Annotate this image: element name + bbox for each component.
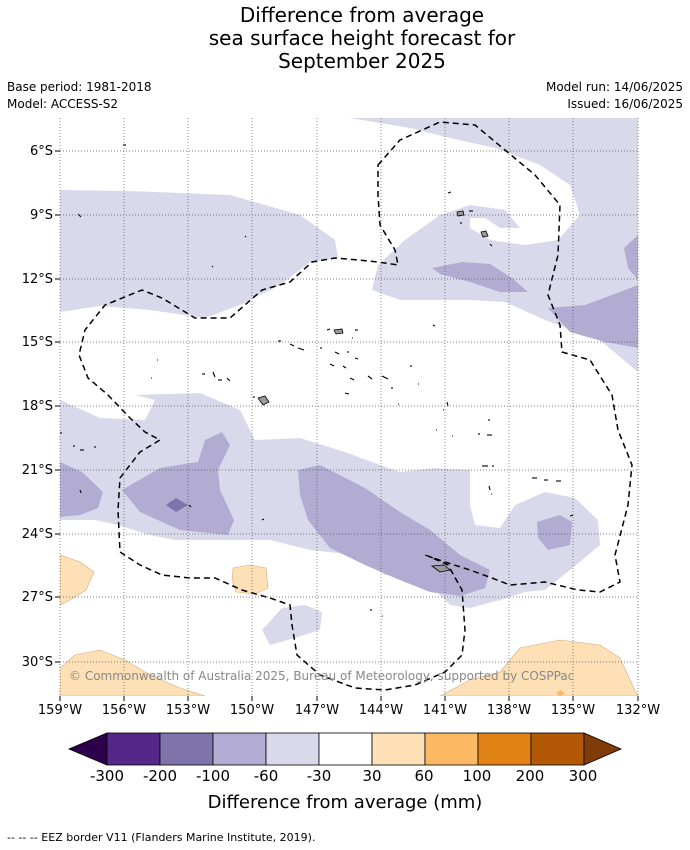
colorbar-segment: [371, 732, 426, 766]
colorbar-tick-label: 300: [568, 767, 598, 785]
title-line-3: September 2025: [278, 49, 446, 73]
lon-label-147w: 147°W: [294, 703, 340, 718]
map-gridlines: [59, 118, 639, 696]
lat-label-27s: 27°S: [21, 590, 53, 605]
title-line-1: Difference from average: [239, 3, 485, 27]
colorbar-title: Difference from average (mm): [207, 792, 483, 813]
lat-label-6s: 6°S: [29, 144, 53, 159]
colorbar-segment: [159, 732, 214, 766]
lat-label-18s: 18°S: [21, 399, 53, 414]
lon-label-132w: 132°W: [615, 703, 661, 718]
colorbar-extend-high: [583, 732, 623, 766]
lon-label-138w: 138°W: [486, 703, 532, 718]
colorbar: [67, 732, 623, 766]
colorbar-segment: [106, 732, 161, 766]
anomaly-band-minus100-minus60: [60, 235, 638, 596]
title-line-2: sea surface height forecast for: [208, 26, 516, 50]
colorbar-segment: [477, 732, 532, 766]
lon-label-153w: 153°W: [165, 703, 211, 718]
lat-label-21s: 21°S: [21, 463, 53, 478]
lon-label-150w: 150°W: [229, 703, 275, 718]
island-marks: [60, 144, 574, 617]
colorbar-tick-label: -30: [306, 767, 332, 785]
anomaly-band-plus60-plus100: [556, 690, 565, 696]
colorbar-segment: [318, 732, 373, 766]
eez-footnote: -- -- -- EEZ border V11 (Flanders Marine…: [7, 831, 316, 844]
lat-label-15s: 15°S: [21, 335, 53, 350]
model-run: Model run: 14/06/2025: [545, 80, 683, 94]
colorbar-tick-label: -200: [142, 767, 178, 785]
copyright-credit: © Commonwealth of Australia 2025, Bureau…: [69, 669, 575, 683]
lat-label-12s: 12°S: [21, 272, 53, 287]
colorbar-tick-label: 60: [414, 767, 434, 785]
colorbar-segment: [265, 732, 320, 766]
lon-label-159w: 159°W: [37, 703, 83, 718]
colorbar-tick-label: -100: [195, 767, 231, 785]
axis-ticks: [55, 150, 639, 701]
colorbar-segment: [424, 732, 479, 766]
colorbar-segment: [212, 732, 267, 766]
lat-label-30s: 30°S: [21, 655, 53, 670]
lon-label-144w: 144°W: [358, 703, 404, 718]
islands: [257, 210, 489, 573]
anomaly-band-plus30-plus60: [60, 554, 638, 696]
issued-date: Issued: 16/06/2025: [567, 97, 683, 111]
chart-title: Difference from average sea surface heig…: [0, 4, 690, 73]
colorbar-tick-label: 200: [515, 767, 545, 785]
eez-border: [78, 121, 633, 691]
meta-right: Model run: 14/06/2025 Issued: 16/06/2025: [546, 79, 683, 113]
lon-label-135w: 135°W: [550, 703, 596, 718]
lon-label-156w: 156°W: [101, 703, 147, 718]
colorbar-tick-label: -60: [253, 767, 279, 785]
colorbar-tick-label: 30: [362, 767, 382, 785]
base-period: Base period: 1981-2018: [7, 80, 152, 94]
colorbar-tick-label: -300: [89, 767, 125, 785]
lon-label-141w: 141°W: [422, 703, 468, 718]
colorbar-tick-label: 100: [462, 767, 492, 785]
model-name: Model: ACCESS-S2: [7, 97, 119, 111]
colorbar-extend-low: [67, 732, 108, 766]
anomaly-band-minus200-minus100: [166, 498, 188, 512]
lat-label-9s: 9°S: [29, 208, 53, 223]
lat-label-24s: 24°S: [21, 527, 53, 542]
colorbar-segment: [530, 732, 585, 766]
meta-left: Base period: 1981-2018 Model: ACCESS-S2: [7, 79, 152, 113]
